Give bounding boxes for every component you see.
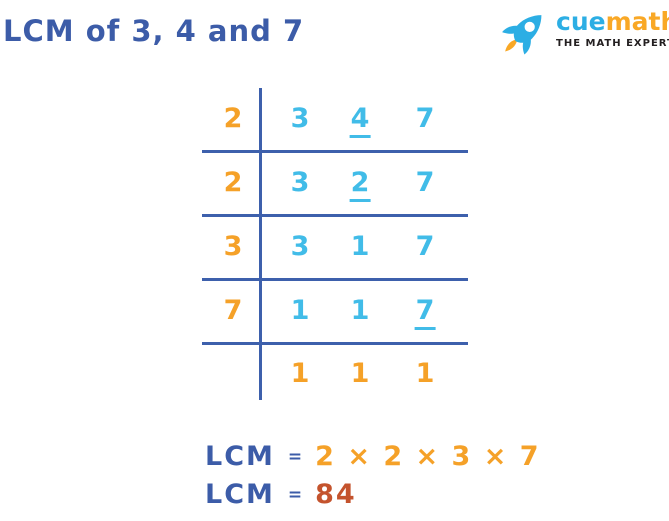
lcm-value: 84 [315, 479, 357, 510]
digit: 7 [415, 231, 435, 262]
ladder-horizontal-line [202, 278, 468, 281]
quotient-cell: 7 [416, 216, 435, 278]
result-cell: 1 [416, 343, 435, 405]
lcm-label: LCM [205, 441, 275, 472]
digit: 4 [349, 103, 371, 138]
result-cell: 1 [291, 343, 310, 405]
lcm-factors: 2 × 2 × 3 × 7 [315, 441, 541, 472]
quotient-cell: 1 [351, 280, 370, 342]
lcm-factorization-line: LCM = 2 × 2 × 3 × 7 [205, 441, 541, 472]
digit: 1 [350, 231, 370, 262]
digit: 3 [290, 167, 310, 198]
digit: 2 [349, 167, 371, 202]
digit: 3 [290, 231, 310, 262]
digit: 1 [290, 358, 310, 389]
ladder-result-row: 1 1 1 [202, 343, 468, 405]
quotient-cell: 2 [349, 152, 371, 214]
lcm-result-line: LCM = 84 [205, 479, 357, 510]
quotient-cell: 1 [291, 280, 310, 342]
ladder-horizontal-line [202, 214, 468, 217]
quotient-cell: 3 [291, 216, 310, 278]
rocket-icon [502, 15, 542, 55]
logo-text: cuemath THE MATH EXPERT [556, 2, 669, 49]
ladder-horizontal-line [202, 342, 468, 345]
divisor-cell: 2 [223, 167, 243, 198]
divisor-cell: 2 [223, 103, 243, 134]
result-cell: 1 [351, 343, 370, 405]
ladder-vertical-line [259, 88, 262, 400]
digit: 7 [415, 103, 435, 134]
quotient-cell: 7 [414, 280, 436, 342]
ladder-row: 2 3 2 7 [202, 152, 468, 214]
ladder-horizontal-line [202, 150, 468, 153]
lcm-label: LCM [205, 479, 275, 510]
brand-math: math [605, 7, 669, 36]
equals-sign: = [287, 484, 303, 505]
digit: 7 [415, 167, 435, 198]
equals-sign: = [287, 446, 303, 467]
divisor-cell: 7 [223, 295, 243, 326]
divisor-cell: 3 [223, 231, 243, 262]
quotient-cell: 4 [349, 88, 371, 150]
digit: 1 [350, 358, 370, 389]
digit: 1 [415, 358, 435, 389]
division-ladder: 2 3 4 7 2 3 2 7 3 3 1 7 7 1 1 7 1 1 1 [202, 88, 468, 400]
digit: 3 [290, 103, 310, 134]
ladder-row: 2 3 4 7 [202, 88, 468, 150]
brand-tagline: THE MATH EXPERT [556, 38, 669, 49]
ladder-row: 7 1 1 7 [202, 280, 468, 342]
quotient-cell: 7 [416, 152, 435, 214]
ladder-row: 3 3 1 7 [202, 216, 468, 278]
digit: 1 [290, 295, 310, 326]
quotient-cell: 3 [291, 152, 310, 214]
quotient-cell: 7 [416, 88, 435, 150]
page-title: LCM of 3, 4 and 7 [3, 14, 305, 48]
digit: 1 [350, 295, 370, 326]
digit: 7 [414, 295, 436, 330]
brand-cue: cue [556, 7, 606, 36]
cuemath-logo: cuemath THE MATH EXPERT [492, 2, 669, 62]
quotient-cell: 1 [351, 216, 370, 278]
brand-wordmark: cuemath [556, 9, 669, 34]
quotient-cell: 3 [291, 88, 310, 150]
